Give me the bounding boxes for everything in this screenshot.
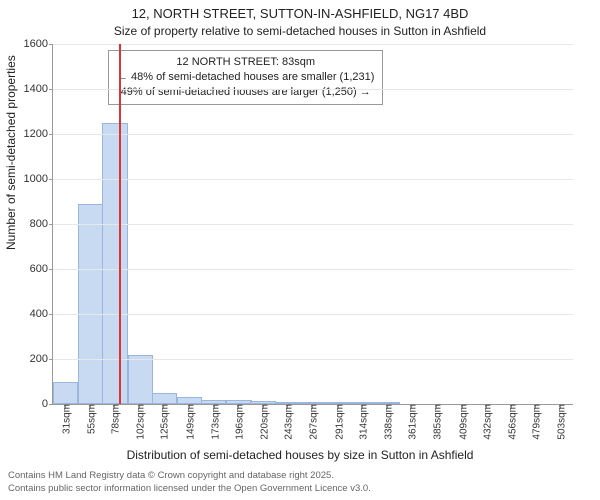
attribution-line-1: Contains HM Land Registry data © Crown c… bbox=[8, 470, 371, 483]
x-axis-label: Distribution of semi-detached houses by … bbox=[0, 448, 600, 462]
x-tick-label: 149sqm bbox=[181, 404, 196, 440]
x-tick-label: 314sqm bbox=[354, 404, 369, 440]
legend-line-3: 49% of semi-detached houses are larger (… bbox=[117, 85, 374, 100]
x-tick-label: 55sqm bbox=[82, 404, 97, 434]
gridline bbox=[53, 359, 573, 360]
x-tick-label: 385sqm bbox=[429, 404, 444, 440]
x-tick-label: 220sqm bbox=[256, 404, 271, 440]
gridline bbox=[53, 314, 573, 315]
x-tick-label: 456sqm bbox=[504, 404, 519, 440]
y-tick-label: 0 bbox=[42, 398, 53, 410]
gridline bbox=[53, 179, 573, 180]
y-tick-label: 200 bbox=[30, 353, 53, 365]
x-tick-label: 196sqm bbox=[230, 404, 245, 440]
gridline bbox=[53, 89, 573, 90]
histogram-bar bbox=[78, 204, 103, 404]
attribution-line-2: Contains public sector information licen… bbox=[8, 483, 371, 496]
y-tick-label: 800 bbox=[30, 218, 53, 230]
chart-plot-area: 12 NORTH STREET: 83sqm ← 48% of semi-det… bbox=[52, 44, 573, 405]
chart-subtitle: Size of property relative to semi-detach… bbox=[0, 24, 600, 38]
histogram-bar bbox=[102, 123, 127, 404]
x-tick-label: 291sqm bbox=[330, 404, 345, 440]
x-tick-label: 338sqm bbox=[380, 404, 395, 440]
gridline bbox=[53, 44, 573, 45]
x-tick-label: 361sqm bbox=[404, 404, 419, 440]
y-tick-label: 1600 bbox=[24, 38, 53, 50]
y-tick-label: 400 bbox=[30, 308, 53, 320]
x-tick-label: 432sqm bbox=[478, 404, 493, 440]
legend-box: 12 NORTH STREET: 83sqm ← 48% of semi-det… bbox=[108, 50, 383, 105]
property-marker-line bbox=[119, 44, 121, 404]
x-tick-label: 503sqm bbox=[553, 404, 568, 440]
legend-line-2: ← 48% of semi-detached houses are smalle… bbox=[117, 70, 374, 85]
gridline bbox=[53, 269, 573, 270]
x-tick-label: 409sqm bbox=[454, 404, 469, 440]
y-tick-label: 1200 bbox=[24, 128, 53, 140]
x-tick-label: 173sqm bbox=[206, 404, 221, 440]
y-tick-label: 1400 bbox=[24, 83, 53, 95]
x-tick-label: 243sqm bbox=[280, 404, 295, 440]
histogram-bar bbox=[128, 355, 153, 405]
x-tick-label: 31sqm bbox=[57, 404, 72, 434]
x-tick-label: 125sqm bbox=[156, 404, 171, 440]
histogram-bar bbox=[152, 393, 177, 404]
gridline bbox=[53, 134, 573, 135]
chart-title: 12, NORTH STREET, SUTTON-IN-ASHFIELD, NG… bbox=[0, 6, 600, 21]
histogram-bar bbox=[53, 382, 78, 405]
gridline bbox=[53, 224, 573, 225]
y-axis-label: Number of semi-detached properties bbox=[4, 55, 18, 250]
y-tick-label: 600 bbox=[30, 263, 53, 275]
x-tick-label: 102sqm bbox=[132, 404, 147, 440]
y-tick-label: 1000 bbox=[24, 173, 53, 185]
x-tick-label: 479sqm bbox=[528, 404, 543, 440]
histogram-bar bbox=[177, 397, 202, 404]
x-tick-label: 267sqm bbox=[305, 404, 320, 440]
legend-line-1: 12 NORTH STREET: 83sqm bbox=[117, 55, 374, 70]
attribution: Contains HM Land Registry data © Crown c… bbox=[8, 470, 371, 496]
x-tick-label: 78sqm bbox=[106, 404, 121, 434]
